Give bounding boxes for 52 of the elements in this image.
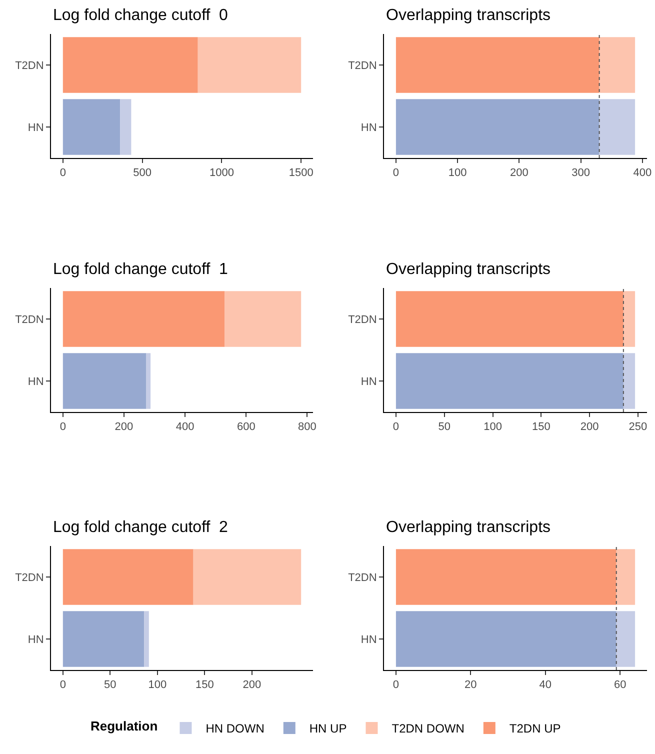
y-tick-label: T2DN [348,314,377,326]
x-tick-label: 0 [392,679,400,692]
x-tick-label: 300 [572,167,590,180]
x-tick-label: 600 [236,421,256,434]
chart-title: Log fold change cutoff 1 [53,261,228,278]
x-tick-label: 400 [633,167,652,180]
chart-title: Overlapping transcripts [386,7,551,24]
x-tick-label: 20 [464,679,477,692]
x-tick-label: 0 [60,421,66,434]
x-tick-label: 100 [448,167,467,180]
x-tick-label: 0 [392,167,400,180]
x-tick-label: 150 [196,679,214,692]
x-tick-label: 0 [60,679,66,692]
x-tick-label: 1000 [209,167,234,180]
x-tick-label: 500 [133,167,152,180]
legend-label: HN DOWN [206,722,264,736]
y-tick-label: HN [28,634,44,646]
x-tick-label: 800 [298,421,316,434]
y-tick-label: T2DN [15,60,44,72]
y-tick-label: HN [28,376,44,388]
chart-title: Log fold change cutoff 2 [53,519,228,536]
legend-title: Regulation [90,718,158,734]
x-tick-label: 1500 [288,167,314,180]
legend-label: T2DN UP [509,722,561,736]
x-tick-label: 400 [176,421,194,434]
y-tick-label: HN [28,122,44,134]
x-tick-label: 200 [114,421,134,434]
y-tick-label: HN [360,634,377,646]
y-tick-label: T2DN [348,60,377,72]
x-tick-label: 100 [484,421,502,434]
x-tick-label: 150 [532,421,550,434]
x-tick-label: 200 [580,421,599,434]
legend-label: HN UP [309,722,347,736]
x-tick-label: 200 [510,167,528,180]
y-tick-label: HN [360,122,377,134]
y-tick-label: T2DN [348,572,377,584]
x-tick-label: 0 [392,421,400,434]
chart-title: Overlapping transcripts [386,519,551,536]
x-tick-label: 100 [148,679,167,692]
x-tick-label: 0 [60,167,66,180]
y-tick-label: T2DN [15,572,44,584]
x-tick-label: 40 [539,679,552,692]
x-tick-label: 50 [438,421,450,434]
x-tick-label: 60 [614,679,626,692]
chart-title: Overlapping transcripts [386,261,551,278]
legend-label: T2DN DOWN [392,722,464,736]
chart-title: Log fold change cutoff 0 [53,7,228,24]
x-tick-label: 200 [242,679,262,692]
y-tick-label: HN [360,376,377,388]
x-tick-label: 50 [104,679,116,692]
y-tick-label: T2DN [15,314,44,326]
x-tick-label: 250 [628,421,648,434]
